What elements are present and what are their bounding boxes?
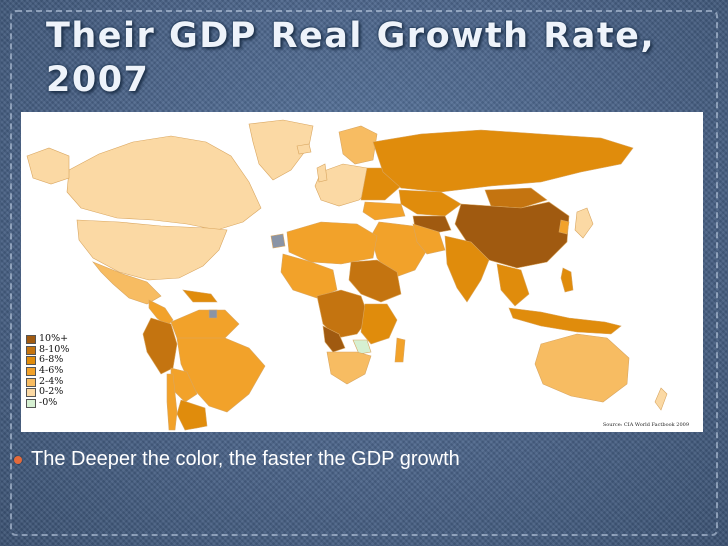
legend-label: 8-10% [39,343,70,355]
map-region-western-sahara [270,233,286,249]
map-region-angola [322,325,346,353]
map-region-indonesia [508,307,622,335]
map-region-philippines [560,267,574,293]
map-region-russia [372,129,634,193]
legend-item: 0-2% [26,387,69,398]
legend-item: 4-6% [26,365,69,377]
legend-item: 6-8% [26,355,69,366]
map-region-madagascar [394,337,406,363]
map-region-argentina [176,399,208,431]
map-region-korea [558,219,570,235]
map-region-india [444,235,490,303]
legend-swatch [26,377,36,387]
legend-item: 8-10% [26,343,70,356]
map-region-brazil [176,337,266,413]
map-region-iceland [296,143,312,155]
map-region-chile [166,373,178,431]
map-region-southern-africa [326,351,372,385]
map-region-alaska [26,147,70,185]
map-region-peru [142,317,178,375]
legend-swatch [26,356,36,366]
legend-swatch [26,398,36,408]
bullet-text: The Deeper the color, the faster the GDP… [31,448,460,470]
legend-item: -0% [26,397,69,409]
map-legend: 10%+ 8-10% 6-8% 4-6% 2-4% 0-2% -0% [26,333,70,409]
map-region-uk [316,163,328,183]
legend-item: 2-4% [26,375,69,388]
map-region-china [454,201,570,269]
map-region-sudan-ethiopia [348,259,402,303]
map-source-credit: Source: CIA World Factbook 2009 [602,422,689,428]
legend-label: 0-2% [39,386,64,398]
legend-label: -0% [39,397,58,409]
legend-swatch [26,334,36,344]
map-region-scandinavia [338,125,378,165]
legend-item: 10%+ [26,333,69,345]
map-region-canada [66,135,262,231]
map-region-greenland [248,119,314,181]
legend-swatch [26,366,36,376]
bullet-dot-icon [14,456,22,464]
legend-swatch [26,345,36,355]
map-region-iran [412,223,446,255]
bullet-point: The Deeper the color, the faster the GDP… [14,448,460,471]
legend-swatch [26,388,36,398]
map-region-turkey [362,201,406,221]
map-region-caribbean [182,289,218,303]
map-region-venezuela-colombia [170,309,240,341]
map-region-mongolia [484,187,548,209]
stitched-border [10,10,718,536]
map-region-new-zealand [654,387,668,411]
map-region-zimbabwe [352,339,372,355]
map-region-usa [76,219,228,281]
map-region-western-europe [314,163,374,207]
legend-label: 6-8% [39,354,64,366]
map-region-french-guiana [208,309,218,319]
world-map-panel: 10%+ 8-10% 6-8% 4-6% 2-4% 0-2% -0% Sourc… [21,112,703,432]
slide-title: Their GDP Real Growth Rate, 2007 [46,16,656,100]
map-region-australia [534,333,630,403]
legend-label: 10%+ [39,333,69,344]
world-map [26,119,668,431]
legend-label: 4-6% [39,365,64,377]
map-region-east-africa [360,303,398,345]
legend-label: 2-4% [39,375,64,387]
map-region-southeast-asia [496,263,530,307]
map-region-japan [574,207,594,239]
map-region-mexico [92,261,162,305]
map-region-kazakhstan [398,189,462,217]
map-region-north-africa [286,221,378,265]
